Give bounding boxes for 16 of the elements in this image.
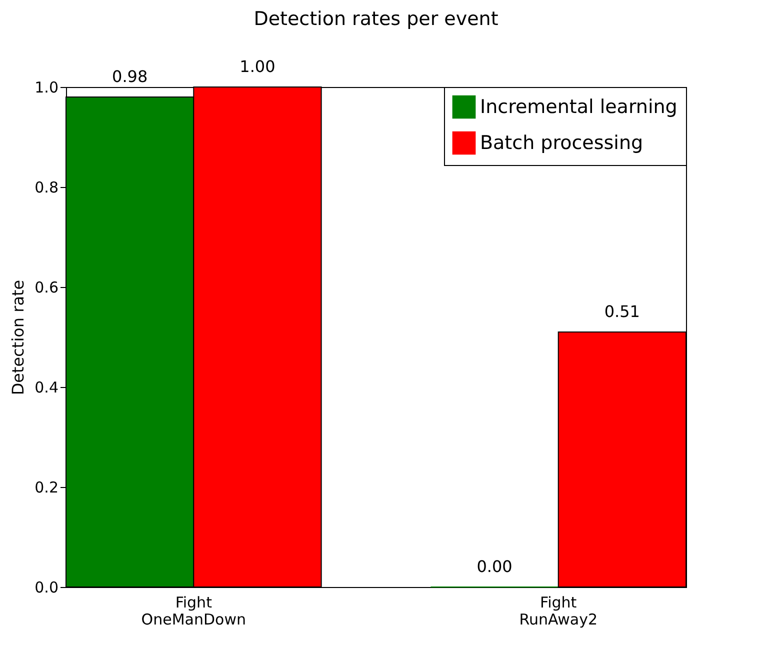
y-axis-title: Detection rate	[8, 280, 28, 396]
y-tick-label: 0.4	[34, 378, 58, 396]
y-tick-label: 0.6	[34, 278, 58, 296]
data-label: 0.51	[604, 302, 640, 321]
legend-label: Batch processing	[480, 132, 644, 154]
x-tick-label: Fight RunAway2	[519, 594, 598, 628]
legend-label: Incremental learning	[480, 96, 678, 118]
y-tick-label: 0.8	[34, 178, 58, 196]
data-label: 0.00	[476, 557, 512, 576]
data-label: 1.00	[240, 57, 276, 76]
y-tick-label: 0.2	[34, 478, 58, 496]
y-tick-label: 0.0	[34, 578, 58, 596]
y-tick-label: 1.0	[34, 78, 58, 96]
chart-title: Detection rates per event	[254, 8, 498, 30]
data-label: 0.98	[112, 67, 148, 86]
x-tick-label: Fight OneManDown	[141, 594, 246, 628]
